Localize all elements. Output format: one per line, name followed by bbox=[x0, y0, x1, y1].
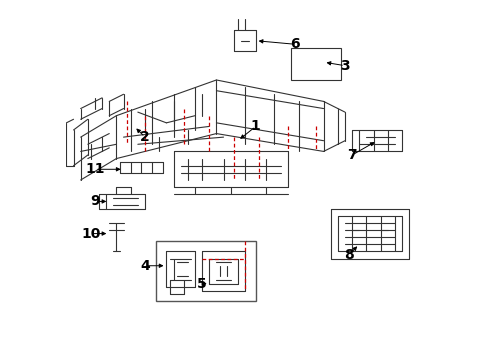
Text: 9: 9 bbox=[90, 194, 100, 208]
Text: 6: 6 bbox=[290, 37, 300, 51]
Text: 1: 1 bbox=[251, 120, 261, 134]
Text: 5: 5 bbox=[197, 276, 207, 291]
Text: 3: 3 bbox=[340, 59, 350, 73]
Text: 2: 2 bbox=[140, 130, 150, 144]
Text: 4: 4 bbox=[140, 259, 150, 273]
Bar bbox=[292, 48, 342, 80]
Text: 11: 11 bbox=[85, 162, 105, 176]
Text: 7: 7 bbox=[347, 148, 357, 162]
Text: 10: 10 bbox=[82, 226, 101, 240]
Text: 8: 8 bbox=[343, 248, 353, 262]
